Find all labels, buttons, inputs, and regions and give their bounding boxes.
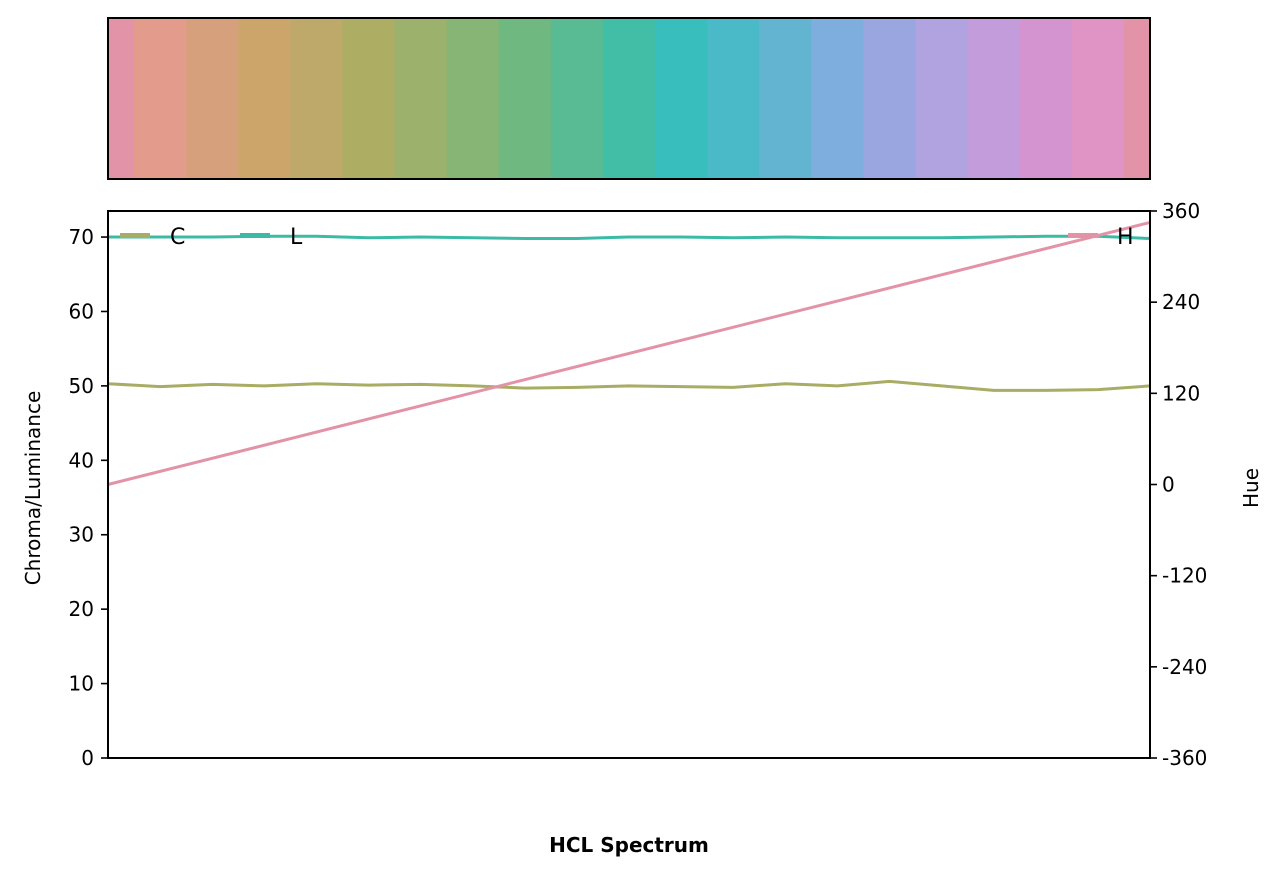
left-tick-label: 60 [69, 299, 94, 323]
color-swatch [498, 18, 552, 179]
color-swatch [967, 18, 1021, 179]
legend-right: H [1068, 225, 1134, 250]
color-swatch [108, 18, 135, 179]
legend-label-h: H [1117, 225, 1134, 250]
color-swatch [1123, 18, 1151, 179]
color-swatch [186, 18, 239, 179]
right-axis-title: Hue [1239, 468, 1263, 508]
legend-swatch-l [240, 233, 270, 238]
color-swatch [446, 18, 500, 179]
color-swatch [1071, 18, 1125, 179]
color-swatch [811, 18, 865, 179]
left-axis-title: Chroma/Luminance [21, 391, 45, 586]
color-swatch [342, 18, 396, 179]
left-y-axis: 0 10 20 30 40 50 60 70 [69, 225, 108, 770]
color-swatch [759, 18, 812, 179]
color-swatch [707, 18, 760, 179]
series-line-l [108, 234, 1151, 240]
right-tick-label: 360 [1162, 199, 1200, 223]
right-tick-label: -120 [1162, 564, 1207, 588]
left-tick-label: 10 [69, 672, 94, 696]
right-y-axis: -360 -240 -120 0 120 240 360 [1150, 199, 1207, 770]
right-tick-label: 0 [1162, 473, 1175, 497]
color-swatch [863, 18, 917, 179]
legend-label-l: L [290, 225, 303, 250]
color-swatch [655, 18, 708, 179]
left-tick-label: 50 [69, 374, 94, 398]
color-swatch [1019, 18, 1073, 179]
legend-left: C L [120, 225, 303, 250]
left-tick-label: 40 [69, 448, 94, 472]
legend-swatch-c [120, 233, 150, 238]
left-tick-label: 30 [69, 523, 94, 547]
color-swatch [602, 18, 656, 179]
color-swatch [915, 18, 969, 179]
right-tick-label: -360 [1162, 746, 1207, 770]
right-tick-label: 120 [1162, 381, 1200, 405]
color-swatch [134, 18, 187, 179]
left-tick-label: 0 [81, 746, 94, 770]
color-swatch [290, 18, 344, 179]
left-tick-label: 70 [69, 225, 94, 249]
color-swatch [550, 18, 604, 179]
color-swatch [394, 18, 448, 179]
series-line-c [107, 379, 1151, 392]
legend-swatch-h [1068, 233, 1098, 238]
x-axis-title: HCL Spectrum [549, 833, 709, 857]
legend-label-c: C [170, 225, 185, 250]
left-tick-label: 20 [69, 597, 94, 621]
color-swatch-strip [108, 18, 1151, 179]
right-tick-label: 240 [1162, 290, 1200, 314]
right-tick-label: -240 [1162, 655, 1207, 679]
swatch-strip-frame [107, 17, 1151, 180]
series-line-h [107, 220, 1151, 486]
plot-lines [107, 220, 1151, 486]
color-swatch [238, 18, 291, 179]
